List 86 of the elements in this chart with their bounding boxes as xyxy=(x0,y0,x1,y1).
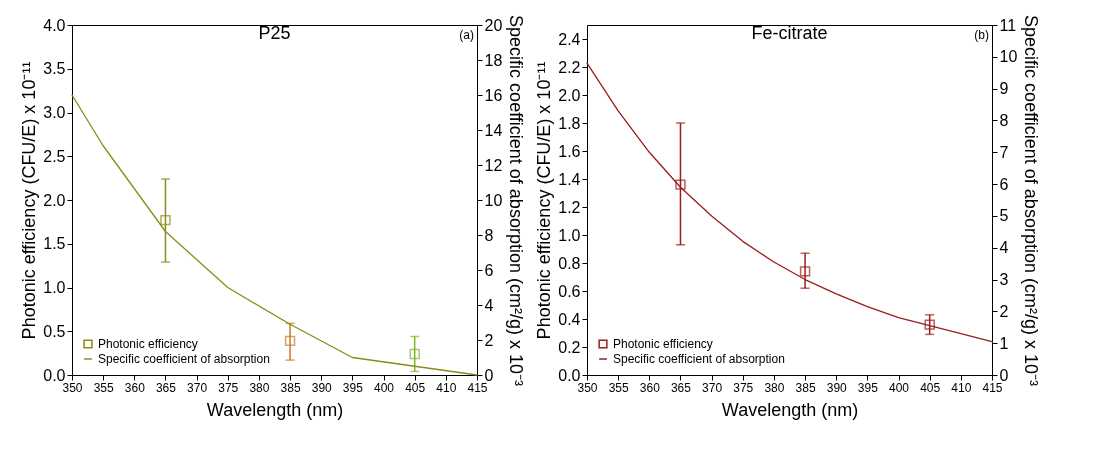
y-tick-label: 0.6 xyxy=(558,282,581,300)
y2-tick-label: 5 xyxy=(999,207,1009,225)
y-tick-label: 4.0 xyxy=(43,16,66,34)
y-tick-label: 2.2 xyxy=(558,58,581,76)
x-tick-label: 390 xyxy=(826,380,848,395)
y-tick-label: 1.4 xyxy=(558,170,581,188)
y2-axis-title: Specific coefficient of absorption (cm²/g) x 10⁻³ xyxy=(506,15,527,386)
x-tick-label: 400 xyxy=(889,380,910,395)
y-tick-label: 1.0 xyxy=(558,226,581,244)
x-tick-label: 360 xyxy=(639,380,661,395)
x-tick-label: 355 xyxy=(93,380,114,395)
chart-title: Fe-citrate xyxy=(751,22,828,43)
point xyxy=(284,335,296,347)
x-tick-label: 370 xyxy=(187,380,208,395)
y-tick-label: 0.2 xyxy=(558,338,581,356)
x-tick-label: 385 xyxy=(795,380,816,395)
y2-tick-label: 16 xyxy=(484,86,503,104)
y2-tick-label: 18 xyxy=(484,51,503,69)
x-axis-title: Wavelength (nm) xyxy=(721,399,859,420)
x-tick-label: 395 xyxy=(857,380,879,395)
line-series xyxy=(71,94,478,376)
x-tick-label: 370 xyxy=(702,380,723,395)
point xyxy=(160,214,171,226)
x-tick-label: 380 xyxy=(764,380,785,395)
x-tick-label: 410 xyxy=(436,380,457,395)
x-tick-label: 375 xyxy=(218,380,239,395)
x-tick-label: 375 xyxy=(733,380,754,395)
chart-title: P25 xyxy=(258,22,291,43)
y-tick-label: 1.5 xyxy=(43,235,66,253)
annotation: (b) xyxy=(974,28,989,42)
y2-tick-label: 2 xyxy=(484,331,494,349)
y2-tick-label: 14 xyxy=(484,121,503,139)
legend-label: Photonic efficiency xyxy=(613,337,713,351)
y2-tick-label: 20 xyxy=(484,16,503,34)
x-tick-label: 400 xyxy=(374,380,395,395)
y2-tick-label: 10 xyxy=(999,48,1018,66)
x-tick-label: 380 xyxy=(249,380,270,395)
x-tick-label: 405 xyxy=(405,380,426,395)
y2-tick-label: 10 xyxy=(484,191,503,209)
y-axis-title: Photonic efficiency (CFU/E) x 10⁻¹¹ xyxy=(534,61,555,340)
y-tick-label: 2.0 xyxy=(43,191,66,209)
y2-tick-label: 7 xyxy=(999,143,1009,161)
x-tick-label: 410 xyxy=(951,380,972,395)
y-tick-label: 0.8 xyxy=(558,254,581,272)
y2-tick-label: 1 xyxy=(999,334,1009,352)
y-tick-label: 3.5 xyxy=(43,60,66,78)
x-axis-title: Wavelength (nm) xyxy=(206,399,344,420)
y-axis-title: Photonic efficiency (CFU/E) x 10⁻¹¹ xyxy=(19,61,40,340)
x-tick-label: 355 xyxy=(608,380,629,395)
y2-tick-label: 9 xyxy=(999,80,1009,98)
y2-tick-label: 6 xyxy=(484,261,494,279)
y2-tick-label: 4 xyxy=(484,296,494,314)
y-tick-label: 1.6 xyxy=(558,142,581,160)
x-tick-label: 360 xyxy=(124,380,146,395)
y-tick-label: 0.4 xyxy=(558,310,581,328)
point xyxy=(409,348,420,360)
y2-tick-label: 2 xyxy=(999,302,1009,320)
y-tick-label: 0.5 xyxy=(43,322,66,340)
legend-label: Specific coefficient of absorption xyxy=(613,352,785,366)
point xyxy=(799,266,811,277)
x-tick-label: 365 xyxy=(670,380,692,395)
x-tick-label: 395 xyxy=(342,380,364,395)
x-tick-label: 385 xyxy=(280,380,301,395)
y2-tick-label: 12 xyxy=(484,156,503,174)
y2-tick-label: 8 xyxy=(999,111,1009,129)
y-tick-label: 2.0 xyxy=(558,86,581,104)
y-tick-label: 1.2 xyxy=(558,198,581,216)
y2-tick-label: 3 xyxy=(999,271,1009,289)
x-tick-label: 390 xyxy=(311,380,333,395)
y2-tick-label: 6 xyxy=(999,175,1009,193)
y2-tick-label: 8 xyxy=(484,226,494,244)
annotation: (a) xyxy=(459,28,474,42)
point xyxy=(675,179,686,190)
legend-label: Photonic efficiency xyxy=(98,337,198,351)
y-tick-label: 2.5 xyxy=(43,147,66,165)
legend-label: Specific coefficient of absorption xyxy=(98,352,270,366)
y-tick-label: 3.0 xyxy=(43,104,66,121)
y2-axis-title: Specific coefficient of absorption (cm²/g) x 10⁻³ xyxy=(1021,15,1042,386)
y-tick-label: 1.0 xyxy=(43,279,66,296)
y-tick-label: 2.4 xyxy=(558,30,581,48)
y-tick-label: 1.8 xyxy=(558,114,581,132)
y2-tick-label: 4 xyxy=(999,239,1009,257)
x-tick-label: 405 xyxy=(920,380,941,395)
point xyxy=(924,319,935,330)
y2-tick-label: 11 xyxy=(999,16,1017,34)
x-tick-label: 365 xyxy=(155,380,177,395)
